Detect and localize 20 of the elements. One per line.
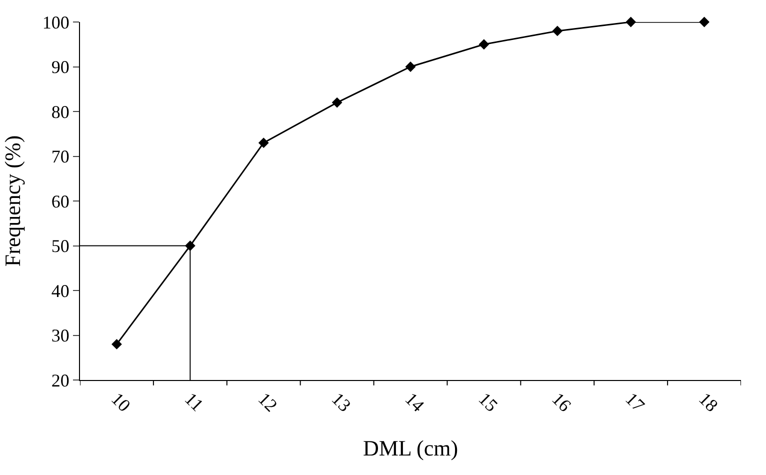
y-tick-label: 90 [51, 57, 70, 78]
x-tick-label: 16 [548, 388, 576, 416]
y-tick-label: 60 [51, 191, 70, 212]
x-tick-label: 13 [328, 388, 355, 416]
y-axis-title: Frequency (%) [0, 135, 26, 267]
x-axis-title: DML (cm) [362, 435, 458, 460]
y-tick-label: 70 [51, 146, 70, 167]
y-tick-label: 30 [51, 326, 70, 346]
y-tick-label: 20 [51, 370, 70, 390]
y-tick-label: 40 [51, 280, 70, 301]
x-tick-label: 12 [254, 388, 282, 416]
y-tick-label: 50 [51, 236, 70, 256]
x-tick-label: 17 [622, 388, 649, 416]
y-tick-label: 100 [42, 12, 70, 32]
x-tick-label: 18 [695, 388, 722, 416]
x-tick-label: 10 [108, 388, 134, 416]
x-tick-label: 14 [401, 388, 428, 416]
y-tick-label: 80 [51, 102, 70, 122]
x-tick-label: 11 [180, 388, 208, 416]
x-tick-label: 15 [474, 388, 502, 416]
